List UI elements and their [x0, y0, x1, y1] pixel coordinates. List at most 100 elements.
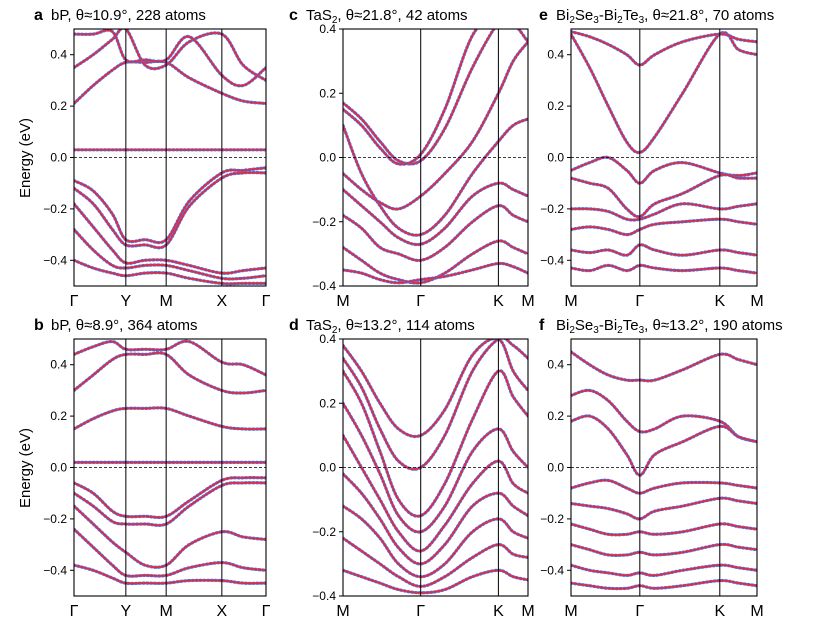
- dft-band-6: [343, 537, 528, 588]
- y-axis-label: Energy (eV): [17, 428, 34, 508]
- y-tick-label: −0.4: [312, 589, 336, 603]
- kpoint-label: M: [521, 603, 534, 620]
- dft-band-7: [343, 41, 528, 210]
- y-tick-label: 0.0: [50, 461, 67, 475]
- model-band-2: [74, 351, 266, 395]
- kpoint-label: K: [714, 603, 725, 620]
- dft-band-1: [74, 407, 266, 430]
- kpoint-label: K: [714, 293, 725, 310]
- kpoint-label: Γ: [70, 293, 79, 310]
- y-tick-label: −0.2: [540, 512, 564, 526]
- y-tick-label: 0.2: [547, 409, 564, 423]
- y-tick-label: 0.0: [547, 461, 564, 475]
- dft-band-1: [571, 389, 757, 443]
- kpoint-label: Γ: [262, 293, 271, 310]
- bands: [74, 29, 266, 286]
- dft-band-3: [343, 435, 528, 552]
- dft-band-4: [343, 473, 528, 565]
- dft-band-1: [74, 60, 266, 105]
- dft-band-7: [571, 264, 757, 274]
- bands: [571, 30, 757, 275]
- kpoint-label: Γ: [416, 293, 425, 310]
- dft-band-2: [571, 156, 757, 184]
- panel-letter: d: [289, 317, 299, 334]
- y-tick-label: −0.4: [312, 279, 336, 293]
- model-band-5: [571, 522, 757, 537]
- dft-band-4: [343, 204, 528, 262]
- model-band-3: [571, 478, 757, 495]
- dft-band-1: [571, 30, 757, 66]
- kpoint-label: M: [521, 293, 534, 310]
- dft-band-5: [343, 505, 528, 578]
- y-tick-label: −0.4: [43, 253, 67, 267]
- y-tick-label: −0.2: [540, 202, 564, 216]
- dft-band-4: [571, 203, 757, 221]
- dft-band-0: [571, 351, 757, 382]
- bands: [571, 350, 757, 591]
- y-tick-label: −0.2: [43, 202, 67, 216]
- y-tick-label: 0.2: [50, 99, 67, 113]
- kpoint-label: X: [217, 293, 228, 310]
- dft-band-8: [343, 339, 528, 438]
- model-band-1: [74, 406, 266, 431]
- model-band-0: [343, 339, 528, 471]
- y-tick-label: 0.4: [547, 358, 564, 372]
- panel-letter: a: [34, 7, 43, 24]
- kpoint-label: Γ: [635, 603, 644, 620]
- y-tick-label: 0.2: [319, 396, 336, 410]
- panel-letter: e: [539, 7, 548, 24]
- panel-title: bP, θ≈8.9°, 364 atoms: [51, 317, 198, 334]
- kpoint-label: Γ: [416, 603, 425, 620]
- y-tick-label: −0.2: [312, 525, 336, 539]
- bands: [74, 339, 266, 586]
- y-tick-label: −0.2: [43, 512, 67, 526]
- panel-letter: b: [34, 317, 44, 334]
- bands: [343, 339, 528, 595]
- panel-title: Bi2​Se3​-Bi2​Te3​, θ≈13.2°, 190 atoms: [556, 317, 783, 336]
- panel-title: TaS2​, θ≈13.2°, 114 atoms: [306, 317, 475, 336]
- panel-b: Γ Y M X Γ 0.4 0.2 0.0 −0.2 −0.4 Energy (eV) b bP, θ≈…: [17, 317, 271, 620]
- model-band-2: [571, 155, 757, 185]
- dft-band-7: [74, 229, 266, 280]
- dft-band-8: [571, 579, 757, 590]
- panel-title: TaS2​, θ≈21.8°, 42 atoms: [306, 7, 468, 26]
- kpoint-label: K: [493, 293, 504, 310]
- kpoint-label: Y: [121, 293, 132, 310]
- model-band-5: [343, 504, 528, 579]
- kpoint-label: Y: [121, 603, 132, 620]
- panel-title: bP, θ≈10.9°, 228 atoms: [51, 7, 206, 24]
- y-tick-label: 0.0: [319, 461, 336, 475]
- dft-band-3: [74, 29, 266, 87]
- kpoint-label: M: [564, 603, 577, 620]
- y-tick-label: 0.0: [547, 151, 564, 165]
- dft-band-4: [74, 476, 266, 519]
- dft-band-3: [571, 479, 757, 494]
- model-band-4: [571, 202, 757, 222]
- model-band-5: [571, 217, 757, 237]
- dft-band-3: [343, 182, 528, 246]
- model-band-1: [571, 30, 757, 67]
- model-band-1: [571, 388, 757, 444]
- dft-band-4: [571, 497, 757, 520]
- dft-band-5: [74, 171, 266, 249]
- dft-band-6: [571, 543, 757, 557]
- dft-band-1: [343, 29, 528, 165]
- panel-letter: c: [289, 7, 298, 24]
- y-tick-label: −0.4: [43, 563, 67, 577]
- model-band-4: [74, 166, 266, 245]
- dft-band-5: [571, 523, 757, 536]
- y-tick-label: 0.2: [547, 99, 564, 113]
- kpoint-label: K: [493, 603, 504, 620]
- dft-band-2: [343, 402, 528, 533]
- y-tick-label: 0.0: [319, 151, 336, 165]
- panel-f: M Γ K M 0.4 0.2 0.0 −0.2 −0.4 f Bi2​Se3​-Bi2​Te3​,…: [539, 317, 783, 620]
- panel-title: Bi2​Se3​-Bi2​Te3​, θ≈21.8°, 70 atoms: [556, 7, 774, 26]
- panel-letter: f: [539, 317, 545, 334]
- dft-band-7: [571, 564, 757, 577]
- dft-band-0: [343, 339, 528, 470]
- panel-e: M Γ K M 0.4 0.2 0.0 −0.2 −0.4 e Bi2​Se3​-Bi2​Te3​,…: [539, 7, 774, 310]
- model-band-5: [74, 481, 266, 527]
- dft-band-6: [74, 505, 266, 568]
